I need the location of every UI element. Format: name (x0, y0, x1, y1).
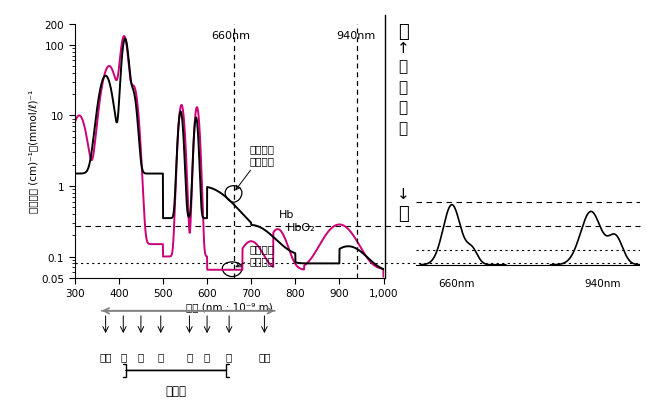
Text: 赤外: 赤外 (258, 351, 270, 361)
Text: 赤の吸収
が大きい: 赤の吸収 が大きい (236, 144, 275, 190)
Text: の: の (398, 80, 408, 95)
Text: 赤の吸収
が小さい: 赤の吸収 が小さい (236, 244, 275, 267)
Text: 大: 大 (398, 22, 409, 40)
Text: 660nm: 660nm (438, 279, 474, 289)
Text: 橙: 橙 (204, 351, 210, 361)
Text: 光: 光 (398, 59, 408, 74)
X-axis label: 波長 (nm : 10⁻⁹ m): 波長 (nm : 10⁻⁹ m) (186, 301, 272, 311)
Text: 赤: 赤 (226, 351, 232, 361)
Text: HbO₂: HbO₂ (287, 223, 316, 233)
Text: Hb: Hb (279, 209, 294, 220)
Text: 660nm: 660nm (211, 31, 250, 41)
Text: 紫外: 紫外 (99, 351, 112, 361)
Text: 940nm: 940nm (584, 279, 620, 289)
Text: 940nm: 940nm (337, 31, 376, 41)
Text: 可視光: 可視光 (166, 384, 187, 397)
Text: 小: 小 (398, 204, 409, 222)
Text: ↓: ↓ (396, 186, 410, 201)
Text: 吸: 吸 (398, 100, 408, 115)
Text: 紫: 紫 (120, 351, 126, 361)
Text: 黄: 黄 (187, 351, 192, 361)
Text: 緑: 緑 (158, 351, 164, 361)
Text: 青: 青 (138, 351, 144, 361)
Y-axis label: 吸光係数 (cm)⁻¹・(mmol/ℓ)⁻¹: 吸光係数 (cm)⁻¹・(mmol/ℓ)⁻¹ (29, 90, 38, 213)
Text: ↑: ↑ (396, 41, 410, 56)
Text: 収: 収 (398, 121, 408, 136)
